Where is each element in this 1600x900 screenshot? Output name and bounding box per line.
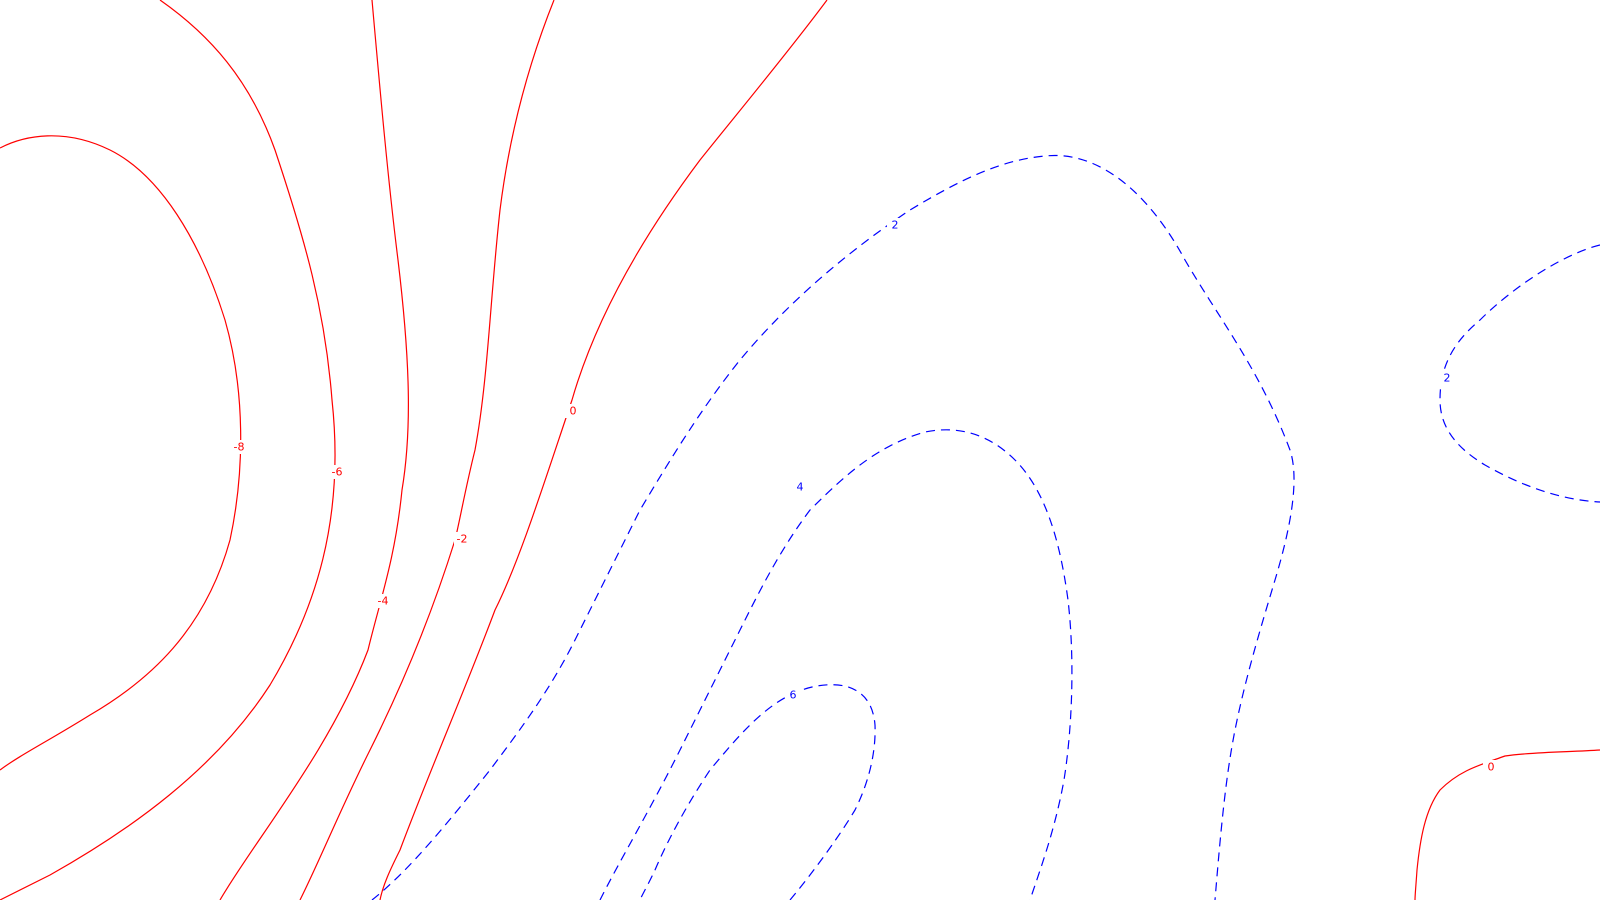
contour-label-background: [785, 688, 801, 702]
contour-line-4: [599, 429, 1073, 900]
contour-label-background: [792, 480, 808, 494]
contour-label-background: [231, 440, 247, 454]
contour-line-6: [639, 684, 876, 900]
contour-labels: -8 -6 -4 -2 0 0 2 2 4 6: [231, 218, 1499, 774]
contour-label-background: [1483, 760, 1499, 774]
contour-line-neg6: [0, 0, 336, 900]
contour-line-neg2: [299, 0, 555, 900]
contour-label: -8: [234, 441, 245, 454]
contour-label: 2: [892, 219, 899, 232]
contour-label: 0: [570, 405, 577, 418]
contour-label-background: [565, 404, 581, 418]
contour-label-background: [329, 465, 345, 479]
contour-line-2: [371, 154, 1295, 900]
contour-line-0: [1414, 749, 1600, 900]
contour-label-background: [1439, 371, 1455, 385]
contour-label: 6: [790, 689, 797, 702]
contour-line-0: [379, 0, 828, 900]
contour-label: 4: [797, 481, 804, 494]
contour-line-2: [1439, 244, 1600, 503]
contour-label-background: [454, 532, 470, 546]
contour-label-background: [375, 594, 391, 608]
contour-label-background: [887, 218, 903, 232]
contour-label: -6: [332, 466, 343, 479]
contour-label: 0: [1488, 761, 1495, 774]
contour-label: -2: [457, 533, 468, 546]
contour-line-neg4: [219, 0, 410, 900]
contour-label: -4: [378, 595, 389, 608]
contour-line-neg8: [0, 135, 242, 771]
contour-label: 2: [1444, 372, 1451, 385]
